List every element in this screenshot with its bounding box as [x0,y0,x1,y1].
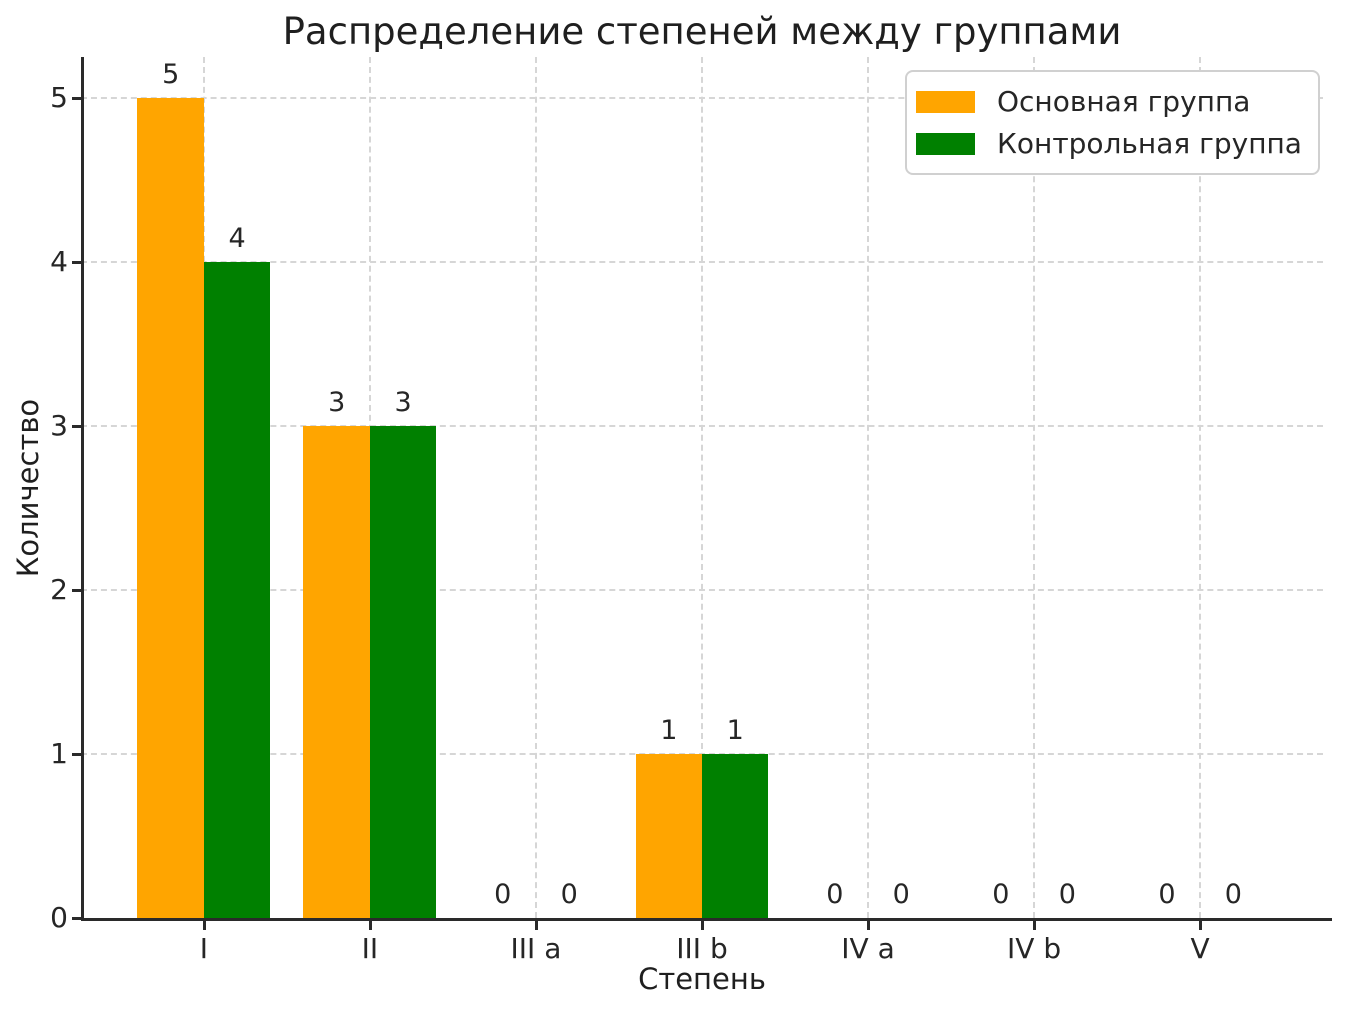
bar-series1-II [303,426,370,918]
y-tick-1 [72,753,81,756]
bar-value-series1-II: 3 [328,387,346,418]
y-tick-4 [72,261,81,264]
x-tick-4 [701,921,704,930]
x-tick-label-4: III b [676,932,728,965]
legend-swatch-1 [916,90,975,113]
y-tick-2 [72,589,81,592]
bar-value-series1-IV b: 0 [992,879,1010,910]
legend-swatch-2 [916,132,975,155]
y-tick-5 [72,97,81,100]
bar-value-series1-III b: 1 [660,715,678,746]
v-gridline-3 [534,57,537,918]
bar-value-series2-IV a: 0 [892,879,910,910]
y-tick-label-0: 0 [50,901,68,934]
y-tick-label-3: 3 [50,409,68,442]
bar-series1-I [137,98,204,918]
bar-series2-I [203,262,271,918]
bar-value-series2-III a: 0 [560,879,578,910]
x-tick-7 [1199,921,1203,930]
bar-series1-III b [635,754,702,918]
bar-value-series1-III a: 0 [494,879,512,910]
y-tick-label-5: 5 [50,81,68,114]
x-tick-label-3: III a [510,932,562,965]
bar-series2-III b [702,754,769,918]
x-tick-1 [202,921,206,930]
legend-label-2: Контрольная группа [997,127,1302,160]
x-tick-5 [867,921,871,930]
x-tick-3 [534,921,538,930]
y-axis-label: Количество [11,398,45,578]
legend: Основная группа Контрольная группа [905,70,1320,175]
x-tick-2 [368,921,372,930]
x-tick-label-5: IV a [841,932,895,965]
bar-value-series1-I: 5 [162,59,180,90]
y-tick-0 [72,917,81,920]
x-axis-label: Степень [638,962,766,996]
y-tick-label-2: 2 [50,573,68,606]
bar-value-series2-I: 4 [228,223,246,254]
bar-value-series1-IV a: 0 [826,879,844,910]
y-tick-3 [72,425,81,428]
bar-value-series2-III b: 1 [726,715,744,746]
bar-value-series2-IV b: 0 [1058,879,1076,910]
bar-series2-II [369,426,437,918]
x-axis-spine [81,918,1332,921]
legend-entry-1: Основная группа [916,85,1302,118]
legend-label-1: Основная группа [997,85,1251,118]
v-gridline-4 [701,57,703,918]
x-tick-label-1: I [199,932,208,965]
v-gridline-6 [1033,57,1036,918]
bar-value-series1-V: 0 [1158,879,1176,910]
x-tick-6 [1033,921,1037,930]
x-tick-label-2: II [361,932,379,965]
x-tick-label-6: IV b [1007,932,1062,965]
bar-value-series2-V: 0 [1224,879,1242,910]
v-gridline-5 [867,57,870,918]
legend-entry-2: Контрольная группа [916,127,1302,160]
y-tick-label-1: 1 [50,737,68,770]
chart-title: Распределение степеней между группами [282,10,1122,53]
y-tick-label-4: 4 [50,245,68,278]
y-axis-spine [81,57,84,921]
x-tick-label-7: V [1190,932,1210,965]
v-gridline-7 [1199,57,1202,918]
bar-value-series2-II: 3 [394,387,412,418]
